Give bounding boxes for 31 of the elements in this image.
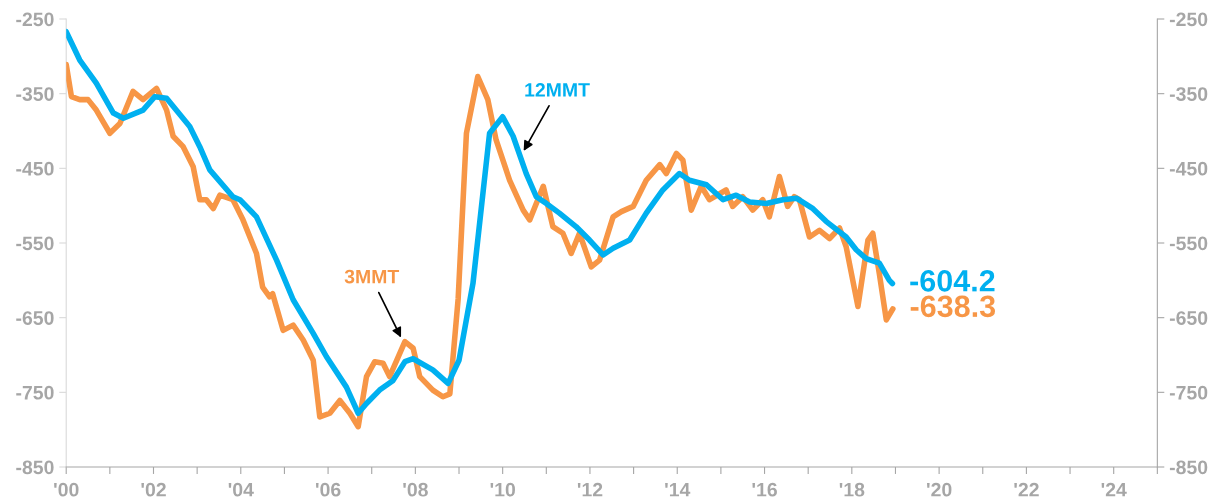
- x-tick-label: '16: [752, 482, 777, 497]
- annotation: 3MMT: [344, 269, 400, 284]
- y2-tick-label: -250: [1169, 12, 1208, 27]
- x-tick-label: '02: [141, 482, 166, 497]
- annotation: 12MMT: [525, 83, 590, 97]
- y-tick-label: -350: [16, 87, 54, 101]
- x-tick-label: '04: [228, 482, 254, 497]
- y2-tick-label: -350: [1169, 87, 1208, 101]
- y-tick-label: -850: [16, 460, 54, 475]
- x-tick-label: '00: [54, 482, 79, 497]
- x-tick-label: '18: [839, 482, 865, 497]
- data-label: -604.2: [910, 270, 995, 292]
- x-tick-label: '14: [665, 482, 691, 497]
- x-tick-label: '08: [403, 482, 428, 497]
- y2-tick-label: -550: [1169, 236, 1208, 251]
- y-tick-label: -250: [16, 12, 54, 27]
- y-tick-label: -550: [16, 236, 54, 251]
- y-tick-label: -750: [16, 385, 54, 400]
- y-tick-label: -450: [16, 161, 54, 176]
- y2-tick-label: -450: [1169, 161, 1208, 176]
- x-tick-label: '22: [1014, 482, 1039, 497]
- x-tick-label: '10: [490, 482, 515, 497]
- y2-tick-label: -850: [1169, 460, 1208, 475]
- x-tick-label: '24: [1101, 482, 1127, 497]
- x-tick-label: '12: [577, 482, 603, 497]
- y2-tick-label: -750: [1169, 385, 1208, 400]
- y-tick-label: -650: [16, 311, 54, 325]
- x-tick-label: '20: [927, 482, 952, 497]
- x-tick-label: '06: [315, 482, 341, 497]
- y2-tick-label: -650: [1169, 311, 1208, 325]
- data-label: -638.3: [910, 295, 996, 318]
